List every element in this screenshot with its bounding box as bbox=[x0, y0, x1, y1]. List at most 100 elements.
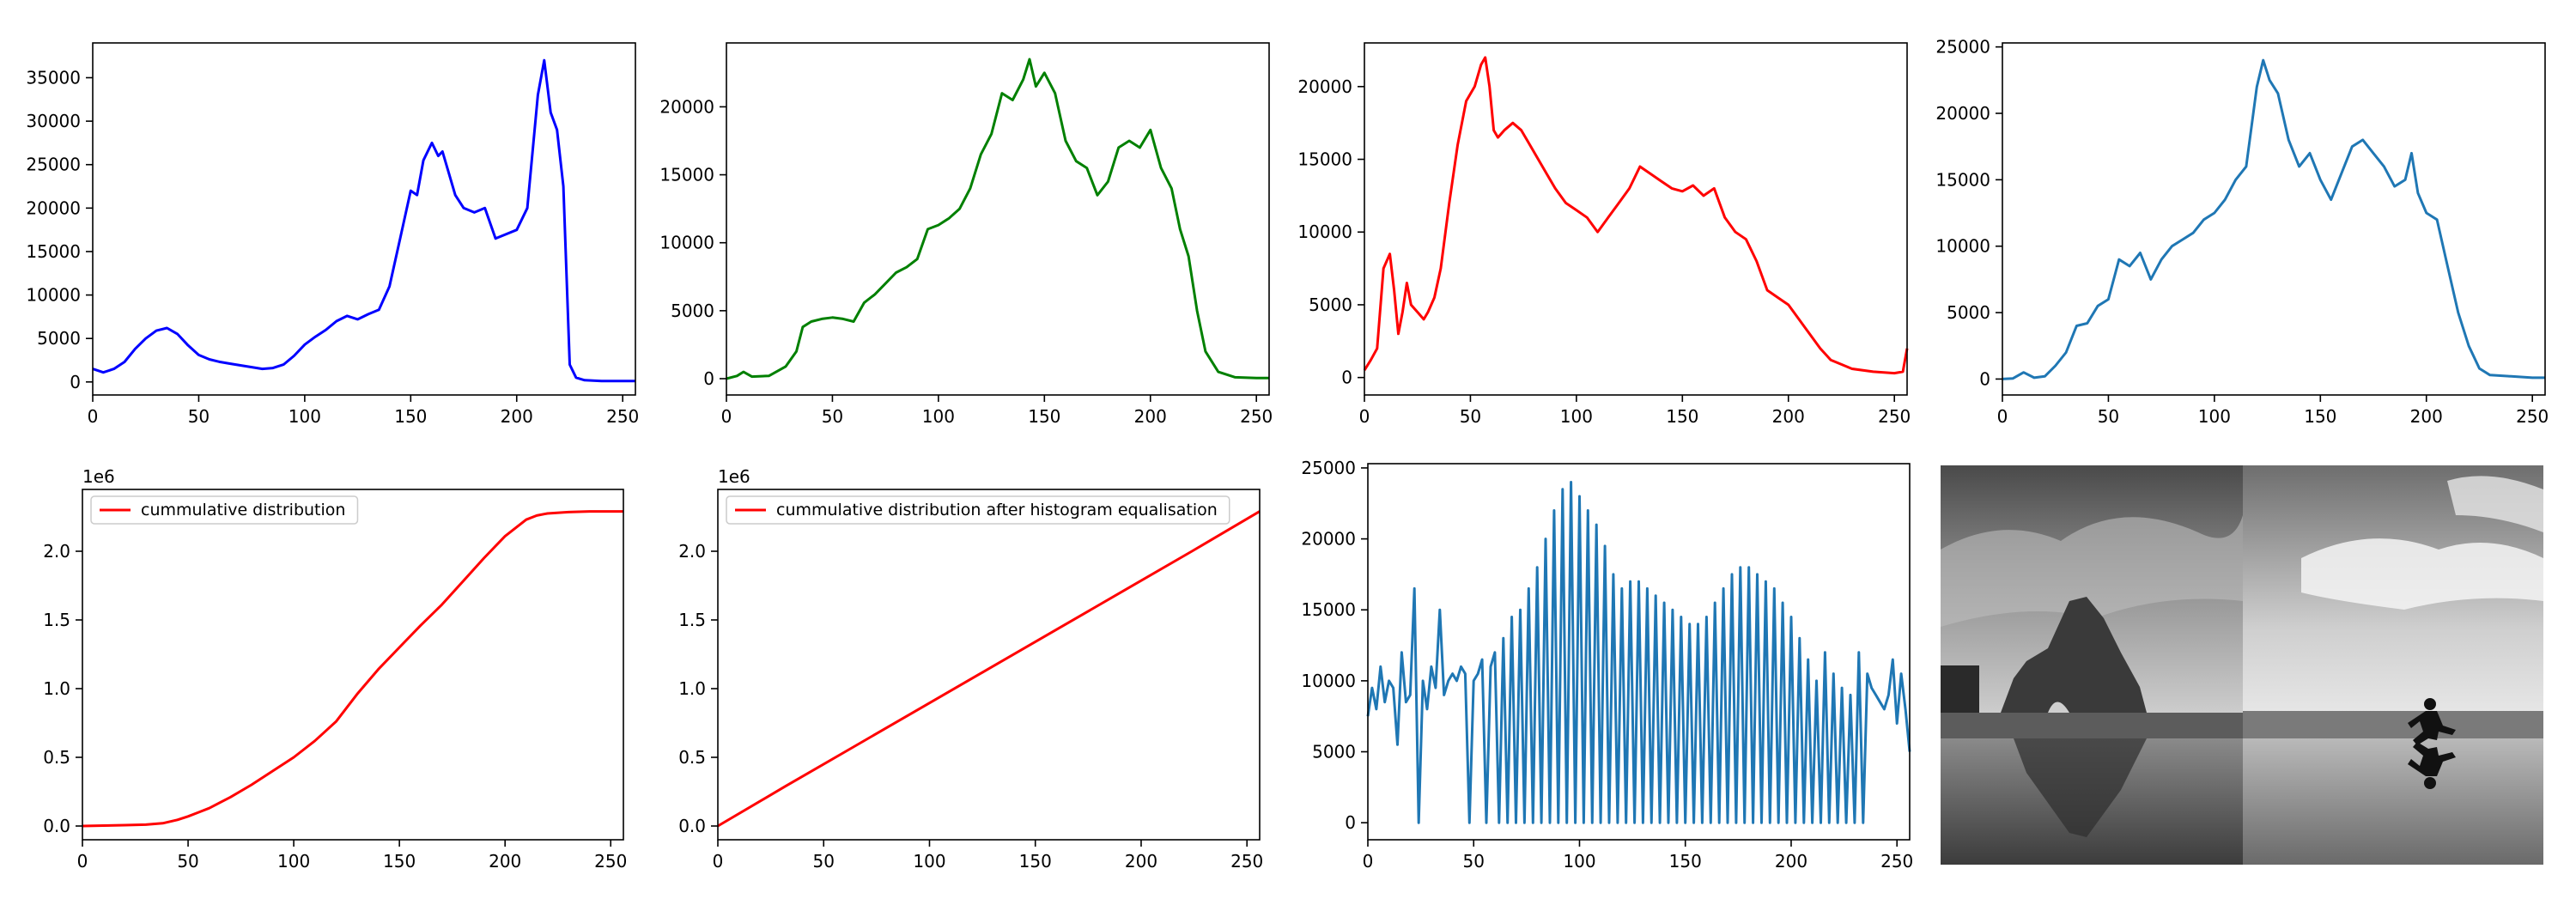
chart-6-offset-text: 1e6 bbox=[718, 466, 750, 487]
chart-3-xtick-label: 100 bbox=[1560, 406, 1593, 427]
chart-5-xtick-label: 250 bbox=[594, 851, 627, 872]
chart-2-ytick-label: 10000 bbox=[659, 233, 714, 253]
chart-1-ytick-label: 5000 bbox=[37, 328, 81, 349]
chart-4-xtick-label: 150 bbox=[2304, 406, 2336, 427]
chart-6-xtick-label: 200 bbox=[1125, 851, 1157, 872]
photo-left-reflection bbox=[2014, 738, 2147, 837]
chart-1-xtick-label: 100 bbox=[289, 406, 321, 427]
chart-1-xtick-label: 0 bbox=[88, 406, 99, 427]
chart-4-xtick-label: 250 bbox=[2516, 406, 2549, 427]
chart-1-ytick-label: 30000 bbox=[26, 111, 81, 131]
chart-6-xtick-label: 0 bbox=[713, 851, 724, 872]
chart-5-xtick-label: 150 bbox=[383, 851, 416, 872]
chart-2-xtick-label: 0 bbox=[721, 406, 732, 427]
chart-5-ytick-label: 0.0 bbox=[43, 816, 70, 836]
chart-4-ytick-label: 5000 bbox=[1947, 302, 1990, 323]
chart-1-ytick-label: 20000 bbox=[26, 197, 81, 218]
photo-left-rock-arch bbox=[2048, 702, 2069, 713]
chart-1-xtick-label: 200 bbox=[501, 406, 533, 427]
photo-right-clouds bbox=[2301, 538, 2543, 610]
chart-6-legend: cummulative distribution after histogram… bbox=[726, 495, 1230, 525]
chart-5: 0 50 100 150 200 250 0.0 0.5 1.0 1.5 2.0 1e6 cummula… bbox=[43, 466, 627, 872]
chart-1-series-line bbox=[92, 58, 635, 383]
chart-6-legend-label: cummulative distribution after histogram… bbox=[776, 501, 1218, 519]
chart-3: 0 50 100 150 200 250 0 5000 10000 15000 20000 bbox=[1297, 42, 1911, 427]
chart-7-xtick-label: 0 bbox=[1363, 851, 1374, 872]
chart-2-xtick-label: 250 bbox=[1240, 406, 1273, 427]
chart-6-ytick-label: 1.0 bbox=[678, 678, 706, 699]
chart-6-ytick-label: 0.0 bbox=[678, 816, 706, 836]
beach-rock-comparison-image bbox=[1941, 465, 2543, 865]
chart-5-offset-text: 1e6 bbox=[82, 466, 115, 487]
chart-2-frame bbox=[726, 42, 1270, 396]
chart-4: 0 50 100 150 200 250 0 5000 10000 15000 20000 25000 bbox=[1935, 37, 2549, 427]
chart-7-ytick-label: 20000 bbox=[1301, 529, 1356, 550]
photo-left-sea bbox=[1941, 713, 2243, 738]
chart-2-ytick-label: 0 bbox=[703, 368, 714, 389]
runner-silhouette-icon bbox=[2408, 698, 2456, 789]
chart-4-ytick-label: 0 bbox=[1979, 368, 1990, 389]
chart-5-xtick-label: 50 bbox=[177, 851, 198, 872]
chart-6-xtick-label: 100 bbox=[913, 851, 945, 872]
chart-6-legend-box bbox=[726, 495, 1230, 525]
chart-6: 0 50 100 150 200 250 0.0 0.5 1.0 1.5 2.0 1e6 cummula… bbox=[678, 466, 1263, 872]
chart-1-xtick-label: 250 bbox=[606, 406, 639, 427]
chart-4-xtick-label: 100 bbox=[2198, 406, 2231, 427]
chart-2-xtick-label: 200 bbox=[1134, 406, 1167, 427]
chart-5-legend: cummulative distribution bbox=[90, 495, 359, 525]
chart-5-ytick-label: 1.5 bbox=[43, 610, 70, 630]
chart-1-xtick-label: 150 bbox=[394, 406, 427, 427]
chart-7-xtick-label: 150 bbox=[1669, 851, 1702, 872]
photo-right-sand bbox=[2243, 738, 2543, 865]
chart-6-ytick-label: 0.5 bbox=[678, 747, 706, 768]
chart-1-ytick-label: 15000 bbox=[26, 241, 81, 262]
chart-2-series-line bbox=[726, 58, 1269, 380]
chart-7-ytick-label: 15000 bbox=[1301, 599, 1356, 620]
photo-left-rock bbox=[2001, 597, 2147, 713]
chart-5-xtick-label: 100 bbox=[277, 851, 310, 872]
chart-4-ytick-label: 15000 bbox=[1935, 169, 1990, 190]
chart-3-xtick-label: 50 bbox=[1460, 406, 1481, 427]
chart-3-ytick-label: 5000 bbox=[1309, 295, 1352, 315]
chart-6-xtick-label: 50 bbox=[813, 851, 835, 872]
chart-7: 0 50 100 150 200 250 0 5000 10000 15000 20000 25000 bbox=[1301, 458, 1913, 872]
chart-1-ytick-label: 35000 bbox=[26, 67, 81, 88]
chart-5-legend-box bbox=[90, 495, 359, 525]
chart-grid: 0 50 100 150 200 2500500010000150002000025000… bbox=[26, 37, 2549, 872]
chart-3-xtick-label: 150 bbox=[1666, 406, 1698, 427]
chart-2-ytick-label: 15000 bbox=[659, 165, 714, 185]
chart-3-xtick-label: 250 bbox=[1878, 406, 1911, 427]
chart-1-ytick-label: 25000 bbox=[26, 155, 81, 175]
chart-4-xtick-label: 200 bbox=[2410, 406, 2443, 427]
chart-1-ytick-label: 10000 bbox=[26, 285, 81, 306]
chart-4-ytick-label: 20000 bbox=[1935, 103, 1990, 124]
chart-4-xtick-label: 50 bbox=[2098, 406, 2119, 427]
chart-5-xtick-label: 200 bbox=[489, 851, 521, 872]
chart-5-ytick-label: 1.0 bbox=[43, 678, 70, 699]
chart-3-ytick-label: 20000 bbox=[1297, 76, 1352, 97]
chart-3-ytick-label: 0 bbox=[1341, 367, 1352, 388]
chart-2-ytick-label: 5000 bbox=[671, 301, 714, 321]
chart-6-ytick-label: 1.5 bbox=[678, 610, 706, 630]
chart-7-xtick-label: 250 bbox=[1880, 851, 1913, 872]
chart-6-series-line bbox=[717, 510, 1261, 828]
photo-left-clouds bbox=[1941, 515, 2243, 627]
chart-2-xtick-label: 50 bbox=[822, 406, 843, 427]
chart-1-xtick-label: 50 bbox=[188, 406, 210, 427]
chart-7-ytick-label: 5000 bbox=[1312, 742, 1356, 762]
chart-6-xtick-label: 150 bbox=[1019, 851, 1052, 872]
photo-right-sea bbox=[2243, 711, 2543, 738]
chart-7-ytick-label: 0 bbox=[1345, 812, 1356, 833]
chart-7-ytick-label: 25000 bbox=[1301, 458, 1356, 478]
chart-5-ytick-label: 0.5 bbox=[43, 747, 70, 768]
chart-1: 0 50 100 150 200 250 0 5000 10000 15000 20000 25000… bbox=[26, 42, 639, 427]
chart-5-legend-label: cummulative distribution bbox=[141, 501, 345, 519]
chart-7-xtick-label: 200 bbox=[1775, 851, 1807, 872]
chart-4-ytick-label: 25000 bbox=[1935, 37, 1990, 58]
chart-1-frame bbox=[92, 42, 636, 396]
chart-3-ytick-label: 15000 bbox=[1297, 149, 1352, 170]
chart-3-xtick-label: 0 bbox=[1359, 406, 1370, 427]
chart-2-xtick-label: 150 bbox=[1028, 406, 1060, 427]
photo-left-headland bbox=[1941, 665, 1979, 713]
chart-5-frame bbox=[82, 489, 624, 841]
